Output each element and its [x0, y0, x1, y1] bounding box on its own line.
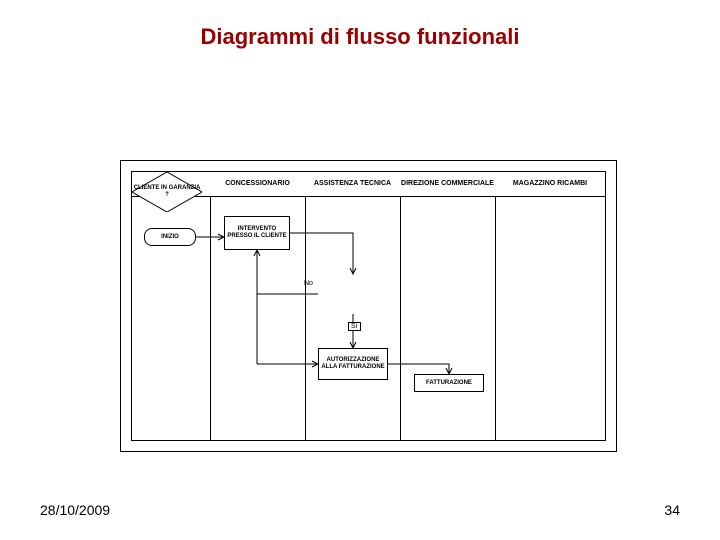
page-title: Diagrammi di flusso funzionali — [0, 24, 720, 50]
node-fatturazione: FATTURAZIONE — [414, 374, 484, 392]
label-si: Sì — [348, 322, 361, 331]
swimlane-container: CONCESSIONARIO ASSISTENZA TECNICA DIREZI… — [131, 171, 606, 441]
node-autorizzazione: AUTORIZZAZIONE ALLA FATTURAZIONE — [318, 348, 388, 380]
footer-page-num: 34 — [664, 502, 680, 518]
edges-layer — [132, 172, 607, 442]
node-decision: CLIENTE IN GARANZIA ? — [132, 172, 202, 212]
node-inizio: INIZIO — [144, 228, 196, 246]
label-no: No — [304, 280, 313, 287]
decision-label: CLIENTE IN GARANZIA ? — [132, 185, 202, 198]
node-intervento: INTERVENTO PRESSO IL CLIENTE — [224, 216, 290, 250]
footer-date: 28/10/2009 — [40, 502, 110, 518]
flow-diagram-frame: CONCESSIONARIO ASSISTENZA TECNICA DIREZI… — [120, 160, 617, 452]
